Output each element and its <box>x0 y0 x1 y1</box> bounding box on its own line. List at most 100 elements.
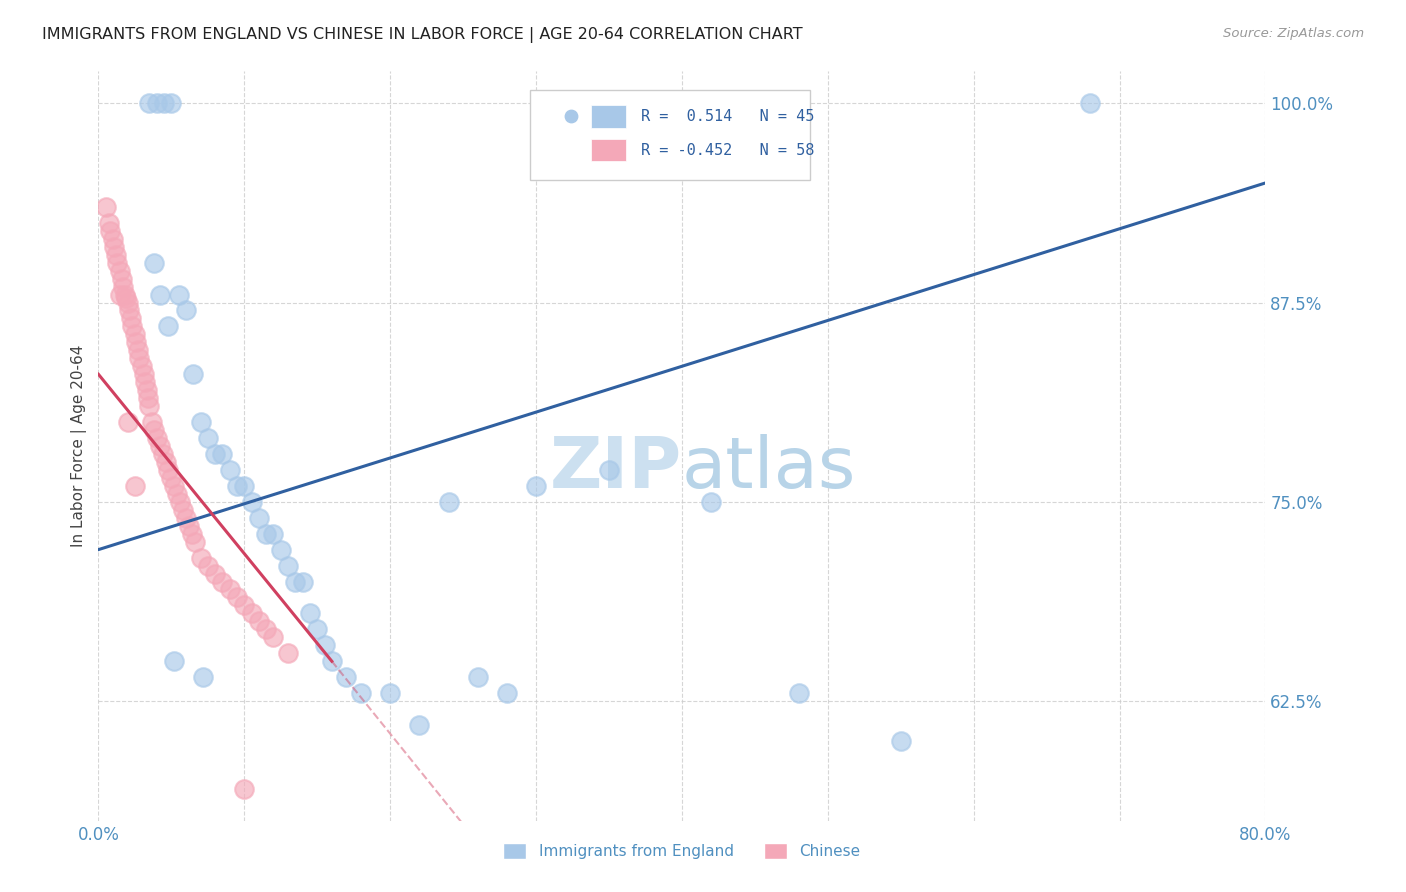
Point <box>233 479 256 493</box>
Text: ZIP: ZIP <box>550 434 682 503</box>
Point <box>174 510 197 524</box>
Point <box>117 415 139 429</box>
Point <box>169 495 191 509</box>
Point <box>254 526 277 541</box>
Point <box>135 383 157 397</box>
Point <box>114 287 136 301</box>
Text: atlas: atlas <box>682 434 856 503</box>
Point <box>218 582 240 597</box>
Bar <box>591 139 626 161</box>
Point <box>160 96 183 111</box>
Text: R = -0.452   N = 58: R = -0.452 N = 58 <box>641 143 814 158</box>
Point <box>408 718 430 732</box>
Point <box>284 574 307 589</box>
Point <box>121 319 143 334</box>
Point <box>467 670 489 684</box>
Point <box>103 240 125 254</box>
Point <box>190 415 212 429</box>
Point <box>197 431 219 445</box>
Point <box>104 248 127 262</box>
Point <box>291 574 314 589</box>
Point <box>134 376 156 390</box>
Point <box>254 623 277 637</box>
Point <box>314 638 336 652</box>
Point <box>226 479 249 493</box>
Point <box>94 200 117 214</box>
Point <box>146 96 169 111</box>
Point <box>307 623 329 637</box>
Bar <box>591 105 626 128</box>
Point <box>127 343 149 358</box>
Point <box>437 495 460 509</box>
Point <box>211 574 233 589</box>
Point <box>167 287 190 301</box>
Point <box>380 686 402 700</box>
Point <box>190 550 212 565</box>
Point <box>101 232 124 246</box>
Point <box>163 479 186 493</box>
Point <box>157 463 180 477</box>
Point <box>298 607 321 621</box>
Point <box>598 463 620 477</box>
Point <box>180 526 202 541</box>
Point <box>211 447 233 461</box>
Point <box>163 654 186 668</box>
Point <box>1371 96 1393 111</box>
Point <box>149 439 172 453</box>
Point <box>131 359 153 374</box>
Point <box>110 287 132 301</box>
Point <box>132 368 155 382</box>
Point <box>110 263 132 277</box>
Text: IMMIGRANTS FROM ENGLAND VS CHINESE IN LABOR FORCE | AGE 20-64 CORRELATION CHART: IMMIGRANTS FROM ENGLAND VS CHINESE IN LA… <box>42 27 803 43</box>
Point <box>115 291 138 305</box>
Point <box>120 311 142 326</box>
Point <box>247 510 270 524</box>
Point <box>233 599 256 613</box>
Point <box>157 319 180 334</box>
Point <box>177 518 200 533</box>
Point <box>172 502 194 516</box>
Point <box>141 415 163 429</box>
Point <box>149 287 172 301</box>
Point <box>146 431 169 445</box>
Point <box>270 542 292 557</box>
Point <box>335 670 357 684</box>
Point <box>277 558 299 573</box>
Point <box>152 447 174 461</box>
Point <box>233 781 256 796</box>
Point <box>181 368 204 382</box>
Point <box>128 351 150 366</box>
Point <box>321 654 343 668</box>
Point <box>160 471 183 485</box>
Text: R =  0.514   N = 45: R = 0.514 N = 45 <box>641 109 814 124</box>
Point <box>98 224 121 238</box>
FancyBboxPatch shape <box>530 90 810 180</box>
Point <box>174 303 197 318</box>
Point <box>226 591 249 605</box>
Point <box>136 391 159 405</box>
Point <box>138 399 160 413</box>
Point <box>155 455 177 469</box>
Point <box>524 479 547 493</box>
Point <box>153 96 176 111</box>
Point <box>240 495 263 509</box>
Point <box>262 630 284 644</box>
Point <box>350 686 373 700</box>
Point <box>890 734 912 748</box>
Point <box>111 271 134 285</box>
Point <box>197 558 219 573</box>
Point <box>700 495 723 509</box>
Point <box>496 686 519 700</box>
Point <box>105 255 128 269</box>
Point <box>142 255 165 269</box>
Point <box>247 615 270 629</box>
Point <box>124 327 146 342</box>
Point <box>1080 96 1102 111</box>
Point <box>204 447 226 461</box>
Point <box>166 487 188 501</box>
Point <box>118 303 141 318</box>
Point <box>193 670 215 684</box>
Point <box>787 686 810 700</box>
Point <box>240 607 263 621</box>
Point <box>204 566 226 581</box>
